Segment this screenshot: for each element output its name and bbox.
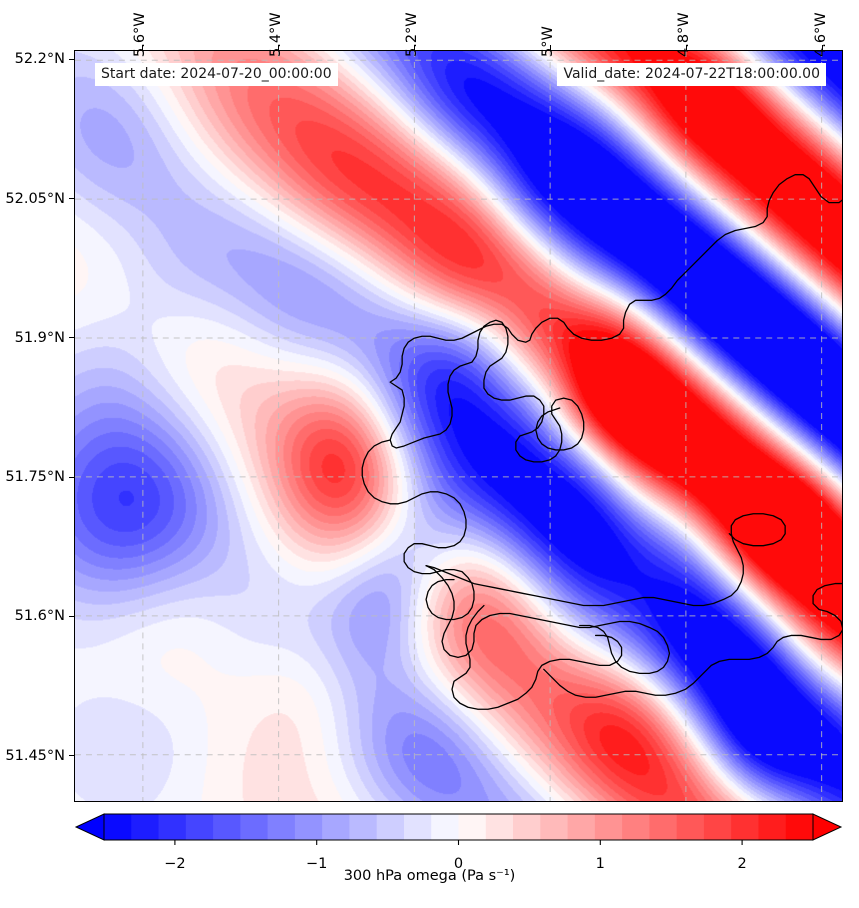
lat-tick-label: 51.75°N — [5, 469, 65, 486]
lat-tick-label: 52.05°N — [5, 190, 65, 207]
colorbar-tick-label: 2 — [737, 856, 747, 872]
colorbar[interactable] — [74, 810, 843, 854]
lat-tick-label: 52.2°N — [14, 51, 65, 68]
lat-tick-label: 51.45°N — [5, 747, 65, 764]
colorbar-tick-label: −2 — [164, 856, 186, 872]
colorbar-title: 300 hPa omega (Pa s⁻¹) — [343, 868, 516, 884]
omega-filled-contour-field — [75, 51, 842, 801]
colorbar-tick-label: 1 — [595, 856, 605, 872]
start-date-annotation: Start date: 2024-07-20_00:00:00 — [95, 63, 338, 87]
coastline-layer — [361, 174, 842, 710]
colorbar-gradient — [74, 813, 843, 845]
colorbar-tick-labels: −2 −1 0 1 2 — [0, 856, 859, 878]
gridlines-layer — [75, 51, 842, 801]
lat-tick-label: 51.6°N — [14, 608, 65, 625]
map-axes[interactable]: Start date: 2024-07-20_00:00:00 Valid_da… — [74, 50, 843, 802]
colorbar-tick-label: −1 — [306, 856, 328, 872]
valid-date-annotation: Valid_date: 2024-07-22T18:00:00.00 — [557, 63, 826, 87]
lat-tick-label: 51.9°N — [14, 329, 65, 346]
colorbar-tick-label: 0 — [453, 856, 464, 872]
